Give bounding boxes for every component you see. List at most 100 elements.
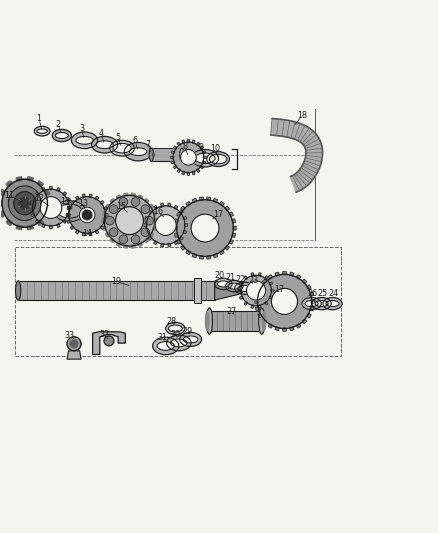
Ellipse shape <box>92 136 118 153</box>
Circle shape <box>110 205 118 213</box>
Wedge shape <box>207 197 211 200</box>
Wedge shape <box>183 230 187 234</box>
Polygon shape <box>293 175 300 190</box>
Wedge shape <box>265 276 268 279</box>
Polygon shape <box>306 156 322 159</box>
Circle shape <box>145 216 153 225</box>
Text: 16: 16 <box>153 207 163 216</box>
Polygon shape <box>298 171 311 182</box>
Ellipse shape <box>183 336 198 343</box>
Wedge shape <box>42 224 45 228</box>
Polygon shape <box>306 148 322 151</box>
Circle shape <box>180 149 196 165</box>
Circle shape <box>141 228 150 237</box>
Wedge shape <box>30 206 33 209</box>
Polygon shape <box>306 155 322 157</box>
Polygon shape <box>282 120 285 136</box>
Polygon shape <box>283 120 286 136</box>
Text: 17: 17 <box>213 211 223 220</box>
Ellipse shape <box>262 311 266 330</box>
Text: 6: 6 <box>133 136 138 146</box>
Ellipse shape <box>166 335 191 351</box>
Wedge shape <box>192 140 195 143</box>
Polygon shape <box>286 120 289 137</box>
Wedge shape <box>31 198 35 201</box>
Wedge shape <box>153 226 156 230</box>
Wedge shape <box>145 230 148 234</box>
Wedge shape <box>105 214 108 216</box>
Wedge shape <box>16 225 22 230</box>
Wedge shape <box>67 207 71 210</box>
Wedge shape <box>179 236 183 240</box>
Polygon shape <box>305 144 321 149</box>
Wedge shape <box>95 230 99 234</box>
Wedge shape <box>35 192 39 196</box>
Wedge shape <box>255 306 259 311</box>
Wedge shape <box>258 305 261 308</box>
Text: 19: 19 <box>111 277 121 286</box>
Polygon shape <box>297 173 308 185</box>
Wedge shape <box>219 250 224 255</box>
Wedge shape <box>49 225 52 229</box>
Ellipse shape <box>8 186 41 221</box>
Text: 28: 28 <box>167 317 177 326</box>
Ellipse shape <box>110 140 134 156</box>
Text: 13: 13 <box>60 197 71 206</box>
Polygon shape <box>298 126 307 141</box>
Wedge shape <box>244 276 247 279</box>
Text: 12: 12 <box>34 195 44 203</box>
Ellipse shape <box>180 148 184 161</box>
Polygon shape <box>18 281 215 300</box>
Ellipse shape <box>157 342 174 350</box>
Wedge shape <box>100 200 104 204</box>
Wedge shape <box>207 255 211 259</box>
Wedge shape <box>307 285 311 289</box>
Circle shape <box>131 198 140 206</box>
Ellipse shape <box>206 308 212 334</box>
Wedge shape <box>69 206 72 209</box>
Wedge shape <box>6 220 12 225</box>
Polygon shape <box>300 127 309 142</box>
Wedge shape <box>161 243 164 247</box>
Circle shape <box>241 275 272 306</box>
Ellipse shape <box>149 148 153 161</box>
Polygon shape <box>294 124 301 139</box>
Polygon shape <box>306 146 322 150</box>
Wedge shape <box>269 282 273 285</box>
Wedge shape <box>275 272 279 276</box>
Wedge shape <box>192 198 197 203</box>
Wedge shape <box>271 289 274 292</box>
Polygon shape <box>297 125 305 141</box>
Polygon shape <box>306 150 322 152</box>
Polygon shape <box>306 147 322 150</box>
Circle shape <box>119 198 128 206</box>
Polygon shape <box>300 169 314 179</box>
Polygon shape <box>303 134 316 145</box>
Ellipse shape <box>2 179 47 227</box>
Circle shape <box>141 205 150 213</box>
Text: 14: 14 <box>82 229 92 238</box>
Polygon shape <box>290 176 297 192</box>
Polygon shape <box>294 175 304 189</box>
Wedge shape <box>283 272 286 275</box>
Wedge shape <box>100 225 104 229</box>
Ellipse shape <box>170 339 187 347</box>
Wedge shape <box>161 203 164 207</box>
Polygon shape <box>301 130 313 143</box>
Wedge shape <box>180 206 185 211</box>
Wedge shape <box>258 285 262 289</box>
Text: 11: 11 <box>4 191 14 200</box>
Text: 13: 13 <box>78 199 88 208</box>
Ellipse shape <box>57 204 82 218</box>
Wedge shape <box>35 220 39 223</box>
Text: 21: 21 <box>226 273 236 282</box>
Polygon shape <box>284 120 288 136</box>
Circle shape <box>155 215 176 236</box>
Wedge shape <box>219 201 224 206</box>
Circle shape <box>69 197 106 233</box>
Ellipse shape <box>226 280 243 292</box>
Wedge shape <box>307 313 311 318</box>
Wedge shape <box>238 289 241 292</box>
Polygon shape <box>301 130 312 143</box>
Polygon shape <box>304 163 319 170</box>
